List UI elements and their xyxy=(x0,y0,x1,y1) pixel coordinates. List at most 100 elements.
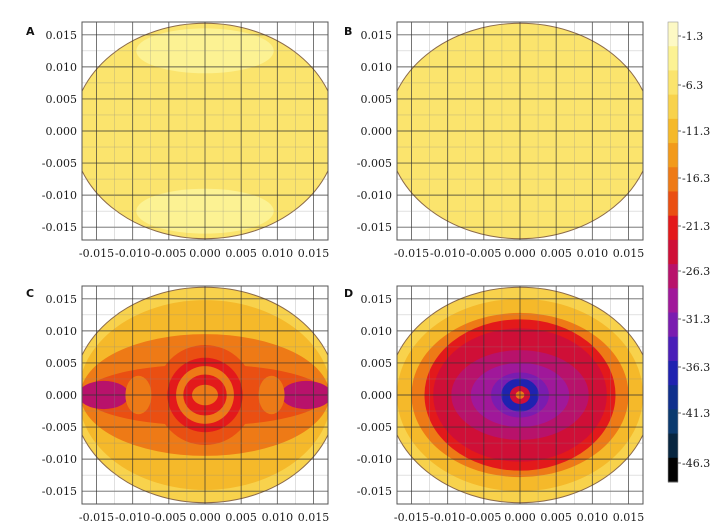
x-tick-label: 0.000 xyxy=(189,247,221,260)
y-tick-label: -0.015 xyxy=(42,221,77,234)
x-tick-label: 0.015 xyxy=(298,247,330,260)
y-tick-label: -0.015 xyxy=(357,221,392,234)
x-tick-label: 0.000 xyxy=(189,511,221,524)
y-tick-label: 0.010 xyxy=(361,325,393,338)
colorbar-band xyxy=(668,191,678,217)
y-tick-label: 0.015 xyxy=(46,29,78,42)
colorbar-band xyxy=(668,46,678,71)
y-tick-label: -0.010 xyxy=(357,189,392,202)
y-tick-label: -0.010 xyxy=(357,453,392,466)
x-tick-label: 0.015 xyxy=(613,511,645,524)
panel-d: -0.015 -0.010 -0.005 0.000 0.005 0.010 0.0150.… xyxy=(344,285,645,524)
x-tick-label: -0.015 xyxy=(394,247,429,260)
panel-label: B xyxy=(344,25,352,38)
y-tick-label: 0.015 xyxy=(361,29,393,42)
x-tick-label: 0.010 xyxy=(262,247,294,260)
colorbar-tick-label: -21.3 xyxy=(682,220,710,233)
colorbar-tick-label: -31.3 xyxy=(682,313,710,326)
heatmap-field xyxy=(82,22,328,240)
x-tick-label: -0.010 xyxy=(115,511,150,524)
plot-border xyxy=(396,285,644,505)
x-tick-label: -0.005 xyxy=(151,247,186,260)
colorbar-band xyxy=(668,360,678,386)
colorbar-band xyxy=(668,239,678,265)
colorbar-band xyxy=(668,433,678,459)
y-tick-label: 0.000 xyxy=(46,125,78,138)
y-tick-label: 0.005 xyxy=(361,93,393,106)
colorbar-tick-label: -36.3 xyxy=(682,361,710,374)
heatmap-field xyxy=(397,22,643,240)
colorbar-tick-label: -46.3 xyxy=(682,457,710,470)
x-tick-label: 0.005 xyxy=(225,247,257,260)
x-tick-label: 0.010 xyxy=(577,511,609,524)
x-tick-label: 0.000 xyxy=(504,247,536,260)
colorbar-band xyxy=(668,167,678,192)
x-tick-label: 0.015 xyxy=(298,511,330,524)
colorbar-border xyxy=(667,21,679,483)
panel-label: A xyxy=(26,25,35,38)
y-tick-label: 0.010 xyxy=(46,325,78,338)
y-tick-label: -0.005 xyxy=(42,157,77,170)
colorbar-band xyxy=(668,457,678,483)
y-tick-label: 0.015 xyxy=(46,293,78,306)
plot-border xyxy=(81,285,329,505)
y-tick-label: 0.000 xyxy=(361,125,393,138)
panel-b: -0.015 -0.010 -0.005 0.000 0.005 0.010 0.0150.… xyxy=(344,21,645,260)
y-tick-label: 0.010 xyxy=(46,61,78,74)
colorbar-band xyxy=(668,385,678,410)
panel-label: D xyxy=(344,287,353,300)
y-tick-label: -0.010 xyxy=(42,453,77,466)
contour-region xyxy=(548,102,643,148)
colorbar-band xyxy=(668,70,678,96)
x-tick-label: -0.010 xyxy=(115,247,150,260)
panel-label: C xyxy=(26,287,34,300)
x-tick-label: -0.015 xyxy=(79,511,114,524)
x-tick-label: -0.015 xyxy=(394,511,429,524)
panel-c: -0.015 -0.010 -0.005 0.000 0.005 0.010 0.0150.… xyxy=(26,285,330,524)
colorbar-band xyxy=(668,409,678,435)
x-tick-label: 0.000 xyxy=(504,511,536,524)
plot-border xyxy=(396,21,644,241)
colorbar-tick-label: -6.3 xyxy=(682,79,703,92)
colorbar-band xyxy=(668,312,678,338)
y-tick-label: 0.000 xyxy=(46,389,78,402)
contour-region xyxy=(397,102,492,148)
x-tick-label: -0.010 xyxy=(430,247,465,260)
x-tick-label: 0.015 xyxy=(613,247,645,260)
plot-border xyxy=(81,21,329,241)
x-tick-label: -0.005 xyxy=(466,511,501,524)
colorbar-band xyxy=(668,94,678,120)
y-tick-label: -0.015 xyxy=(357,485,392,498)
colorbar-tick-label: -11.3 xyxy=(682,125,710,138)
colorbar-band xyxy=(668,143,678,168)
x-tick-label: 0.010 xyxy=(262,511,294,524)
y-tick-label: 0.005 xyxy=(46,357,78,370)
x-tick-label: 0.005 xyxy=(225,511,257,524)
y-tick-label: 0.010 xyxy=(361,61,393,74)
colorbar-tick-label: -16.3 xyxy=(682,172,710,185)
heatmap-field xyxy=(82,286,328,504)
x-tick-label: -0.010 xyxy=(430,511,465,524)
colorbar-tick-label: -41.3 xyxy=(682,407,710,420)
colorbar-tick-label: -26.3 xyxy=(682,265,710,278)
colorbar-band xyxy=(668,336,678,362)
y-tick-label: -0.015 xyxy=(42,485,77,498)
x-tick-label: -0.015 xyxy=(79,247,114,260)
y-tick-label: 0.000 xyxy=(361,389,393,402)
contour-region xyxy=(538,145,604,174)
x-tick-label: 0.005 xyxy=(540,511,572,524)
y-tick-label: -0.005 xyxy=(42,421,77,434)
colorbar-band xyxy=(668,288,678,314)
colorbar-band xyxy=(668,118,678,144)
colorbar-band xyxy=(668,264,678,289)
y-tick-label: -0.005 xyxy=(357,421,392,434)
y-tick-label: -0.005 xyxy=(357,157,392,170)
y-tick-label: -0.010 xyxy=(42,189,77,202)
colorbar: -1.3 -6.3 -11.3 -16.3 -21.3 -26.3 -31.3 -36.3 -4… xyxy=(667,21,710,483)
y-tick-label: 0.005 xyxy=(46,93,78,106)
colorbar-tick-label: -1.3 xyxy=(682,30,703,43)
x-tick-label: -0.005 xyxy=(151,511,186,524)
contour-region xyxy=(436,145,502,174)
y-tick-label: 0.005 xyxy=(361,357,393,370)
